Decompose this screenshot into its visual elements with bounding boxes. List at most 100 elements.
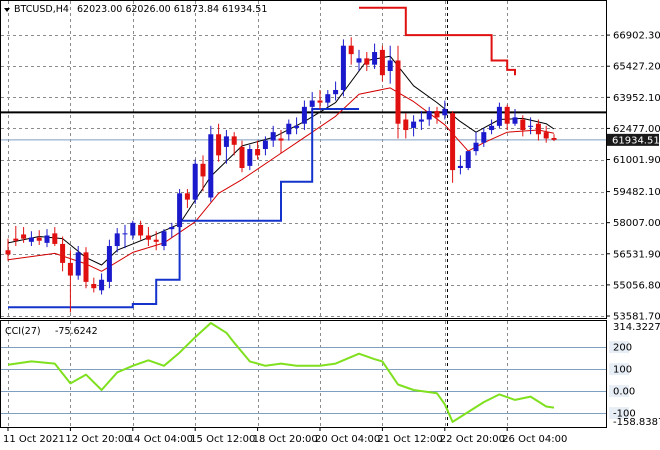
candle-body (333, 89, 339, 95)
x-tick-label: 26 Oct 04:00 (502, 434, 567, 445)
y-tick-label: 55056.80 (613, 280, 660, 291)
candle-body (442, 108, 448, 116)
candle-body (473, 142, 479, 152)
candle-body (364, 58, 370, 65)
candle-body (247, 149, 253, 166)
candle-body (130, 222, 136, 236)
candle-body (99, 279, 105, 291)
cci-tick-label: -158.8387 (613, 417, 660, 428)
current-price-label-box (607, 133, 659, 146)
cci-level-label-bg (609, 385, 629, 398)
candle-body (67, 262, 73, 276)
candle-body (535, 123, 541, 135)
grid (1, 1, 606, 427)
x-tick-label: 20 Oct 04:00 (315, 434, 380, 445)
y-tick-label: 62477.00 (613, 124, 660, 135)
cci-tick-label: 0.00 (613, 387, 635, 398)
current-price-label: 61934.51 (612, 135, 660, 146)
candle-body (122, 233, 128, 235)
cci-level-label-bg (609, 363, 629, 376)
price-header: BTCUSD,H4 62023.00 62026.00 61873.84 619… (4, 4, 267, 15)
candle-body (481, 132, 487, 143)
candle-body (223, 136, 229, 147)
candle-body (348, 45, 354, 55)
cci-line (7, 322, 555, 423)
x-tick-label: 18 Oct 20:00 (253, 434, 318, 445)
candle-body (356, 58, 362, 63)
y-tick-label: 59482.10 (613, 187, 660, 198)
candle-body (512, 117, 518, 124)
candle-body (418, 119, 424, 122)
y-tick-label: 53581.70 (613, 312, 660, 323)
price-panel-frame (0, 0, 607, 319)
candle-body (372, 52, 378, 65)
candle-body (200, 163, 206, 177)
candle-body (465, 151, 471, 168)
candle-body (114, 233, 120, 247)
cci-tick-label: 100 (613, 365, 632, 376)
candle-body (216, 134, 222, 156)
cci-tick-label: 200 (613, 343, 632, 354)
candle-body (192, 163, 198, 200)
stop-low-line (8, 108, 359, 309)
candle-body (411, 121, 417, 128)
candle-body (83, 252, 89, 282)
candle-body (528, 125, 534, 127)
cci-tick-label: 314.3227 (613, 322, 660, 333)
candle-body (75, 252, 81, 276)
candle-body (395, 60, 401, 124)
x-tick-label: 15 Oct 12:00 (190, 434, 255, 445)
candle-body (294, 125, 300, 128)
candle-body (184, 193, 190, 200)
cci-tick-label: -100 (613, 409, 636, 420)
candle-body (262, 140, 268, 150)
candle-body (426, 111, 432, 120)
price-panel (1, 6, 606, 313)
candle-body (161, 231, 167, 247)
candle-body (457, 165, 463, 168)
candle-body (450, 113, 456, 171)
candle-body (403, 119, 409, 131)
candle-body (325, 94, 331, 103)
stop-high-line (359, 6, 516, 76)
candle-body (106, 246, 112, 282)
candle-body (52, 233, 58, 244)
cci-header: CCI(27) -75.6242 (5, 326, 98, 337)
x-tick-label: 21 Oct 12:00 (377, 434, 442, 445)
cci-panel-frame (0, 320, 607, 428)
y-tick-label: 61001.90 (613, 155, 660, 166)
cci-level-label-bg (609, 407, 629, 420)
candle-body (543, 132, 549, 139)
candle-body (231, 136, 237, 145)
x-tick-label: 14 Oct 04:00 (128, 434, 193, 445)
candle-body (520, 119, 526, 131)
candle-body (153, 239, 159, 242)
ma-fast-line (7, 55, 555, 266)
candle-body (177, 193, 183, 228)
candle-body (489, 125, 495, 131)
candle-body (28, 237, 34, 242)
y-tick-label: 56531.90 (613, 249, 660, 260)
cci-panel (1, 322, 606, 423)
candle-body (60, 243, 66, 263)
candle-body (36, 237, 42, 241)
cci-name-label: CCI(27) (5, 326, 41, 337)
candle-body (309, 100, 315, 107)
dropdown-triangle-icon (4, 8, 10, 12)
x-tick-label: 22 Oct 20:00 (440, 434, 505, 445)
candle-body (387, 60, 393, 71)
candle-body (504, 106, 510, 124)
x-tick-label: 12 Oct 20:00 (65, 434, 130, 445)
candle-body (496, 106, 502, 126)
candle-body (138, 224, 144, 236)
y-tick-label: 66902.30 (613, 31, 660, 42)
axes: 66902.30 65427.20 63952.10 62477.00 61001.90… (3, 31, 660, 445)
candle-body (551, 137, 557, 140)
candle-body (301, 106, 307, 124)
candle-body (317, 100, 323, 103)
candle-body (270, 132, 276, 141)
candle-body (255, 149, 261, 156)
candle-body (13, 238, 19, 241)
y-tick-label: 63952.10 (613, 93, 660, 104)
